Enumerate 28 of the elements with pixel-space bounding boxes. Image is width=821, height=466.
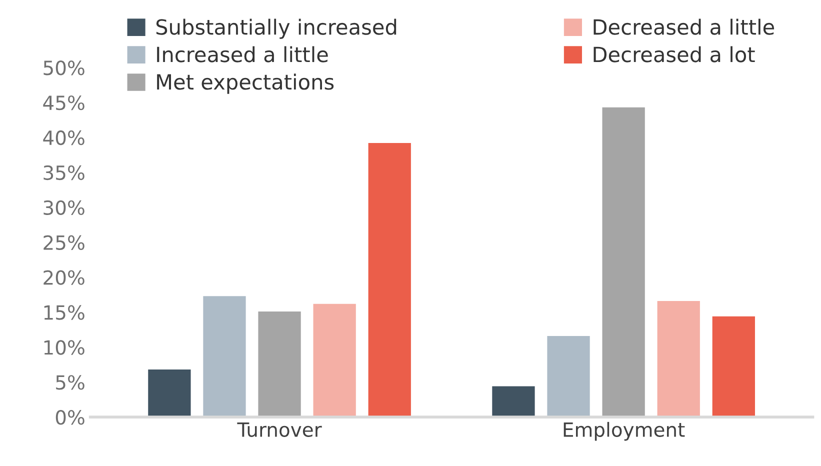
legend-label: Increased a little [157, 46, 328, 62]
legend-label: Decreased a little [594, 18, 774, 35]
y-tick-label: 45% [43, 95, 84, 110]
y-tick-label: 25% [44, 235, 84, 250]
y-tick-label: 20% [44, 270, 84, 285]
bar [546, 334, 592, 418]
legend-label: Met expectations [157, 74, 334, 94]
bar [312, 302, 358, 418]
bar [256, 310, 302, 418]
bar [656, 300, 702, 418]
x-tick-label: Employment [564, 422, 685, 441]
y-tick-label: 40% [43, 130, 84, 146]
y-tick-label: 5% [56, 375, 84, 390]
y-tick-label: 10% [44, 340, 84, 355]
y-tick-label: 50% [44, 60, 84, 76]
bar [146, 368, 192, 418]
bar [490, 384, 536, 418]
y-tick-label: 0% [56, 410, 84, 425]
bar [600, 106, 646, 418]
bar [202, 294, 248, 418]
legend-label: Decreased a lot [594, 46, 755, 62]
bar [366, 142, 412, 418]
y-tick-label: 30% [44, 200, 84, 216]
y-tick-label: 15% [44, 305, 84, 320]
y-tick-label: 35% [44, 165, 84, 180]
x-tick-label: Turnover [237, 422, 322, 437]
bar [710, 315, 756, 418]
legend-label: Substantially increased [156, 18, 396, 39]
